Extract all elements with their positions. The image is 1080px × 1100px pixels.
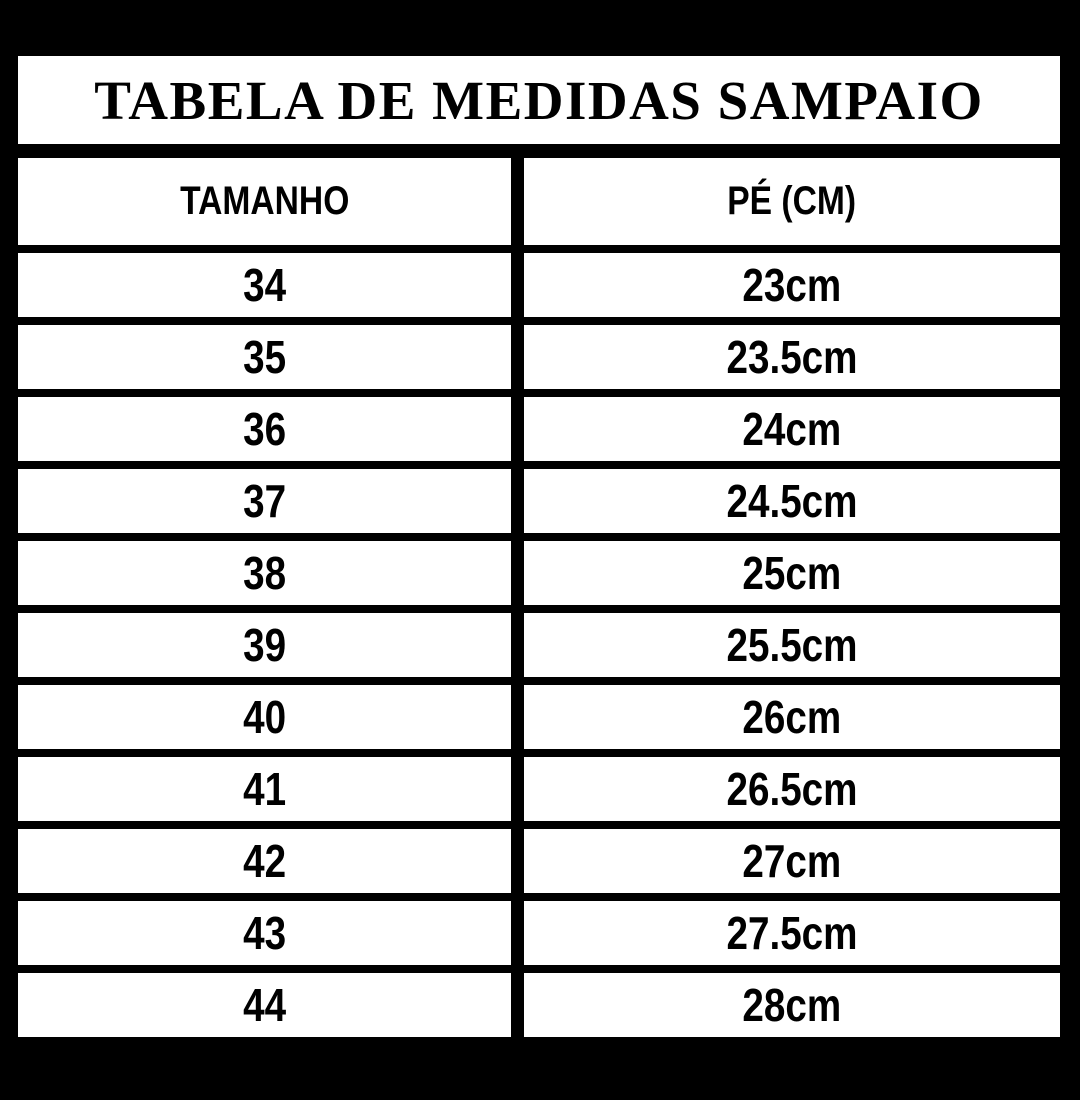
foot-cell: 24.5cm — [517, 461, 1060, 537]
size-cell: 38 — [18, 533, 524, 609]
size-cell: 44 — [18, 965, 524, 1037]
column-header-tamanho: TAMANHO — [18, 158, 524, 249]
foot-cell: 25.5cm — [517, 605, 1060, 681]
size-cell: 35 — [18, 317, 524, 393]
foot-cell: 26.5cm — [517, 749, 1060, 825]
page-title: TABELA DE MEDIDAS SAMPAIO — [94, 69, 984, 131]
size-cell: 40 — [18, 677, 524, 753]
size-cell: 36 — [18, 389, 524, 465]
size-cell: 39 — [18, 605, 524, 681]
foot-cell: 23.5cm — [517, 317, 1060, 393]
table-row: 39 25.5cm — [18, 605, 1060, 681]
foot-cell: 28cm — [517, 965, 1060, 1037]
table-row: 42 27cm — [18, 821, 1060, 897]
size-cell: 41 — [18, 749, 524, 825]
size-cell: 34 — [18, 245, 524, 321]
table-row: 36 24cm — [18, 389, 1060, 465]
column-header-pe-cm: PÉ (CM) — [517, 158, 1060, 249]
foot-cell: 24cm — [517, 389, 1060, 465]
foot-cell: 23cm — [517, 245, 1060, 321]
foot-cell: 27cm — [517, 821, 1060, 897]
table-row: 34 23cm — [18, 245, 1060, 321]
title-bar: TABELA DE MEDIDAS SAMPAIO — [18, 56, 1060, 144]
foot-cell: 27.5cm — [517, 893, 1060, 969]
table-row: 37 24.5cm — [18, 461, 1060, 537]
size-cell: 43 — [18, 893, 524, 969]
header-row: TAMANHO PÉ (CM) — [18, 158, 1060, 249]
table-row: 44 28cm — [18, 965, 1060, 1037]
table-row: 38 25cm — [18, 533, 1060, 609]
size-cell: 42 — [18, 821, 524, 897]
table-row: 35 23.5cm — [18, 317, 1060, 393]
foot-cell: 25cm — [517, 533, 1060, 609]
size-table: TAMANHO PÉ (CM) 34 23cm 35 23.5cm 36 24c… — [18, 158, 1060, 1037]
foot-cell: 26cm — [517, 677, 1060, 753]
table-row: 43 27.5cm — [18, 893, 1060, 969]
size-cell: 37 — [18, 461, 524, 537]
table-row: 41 26.5cm — [18, 749, 1060, 825]
table-row: 40 26cm — [18, 677, 1060, 753]
